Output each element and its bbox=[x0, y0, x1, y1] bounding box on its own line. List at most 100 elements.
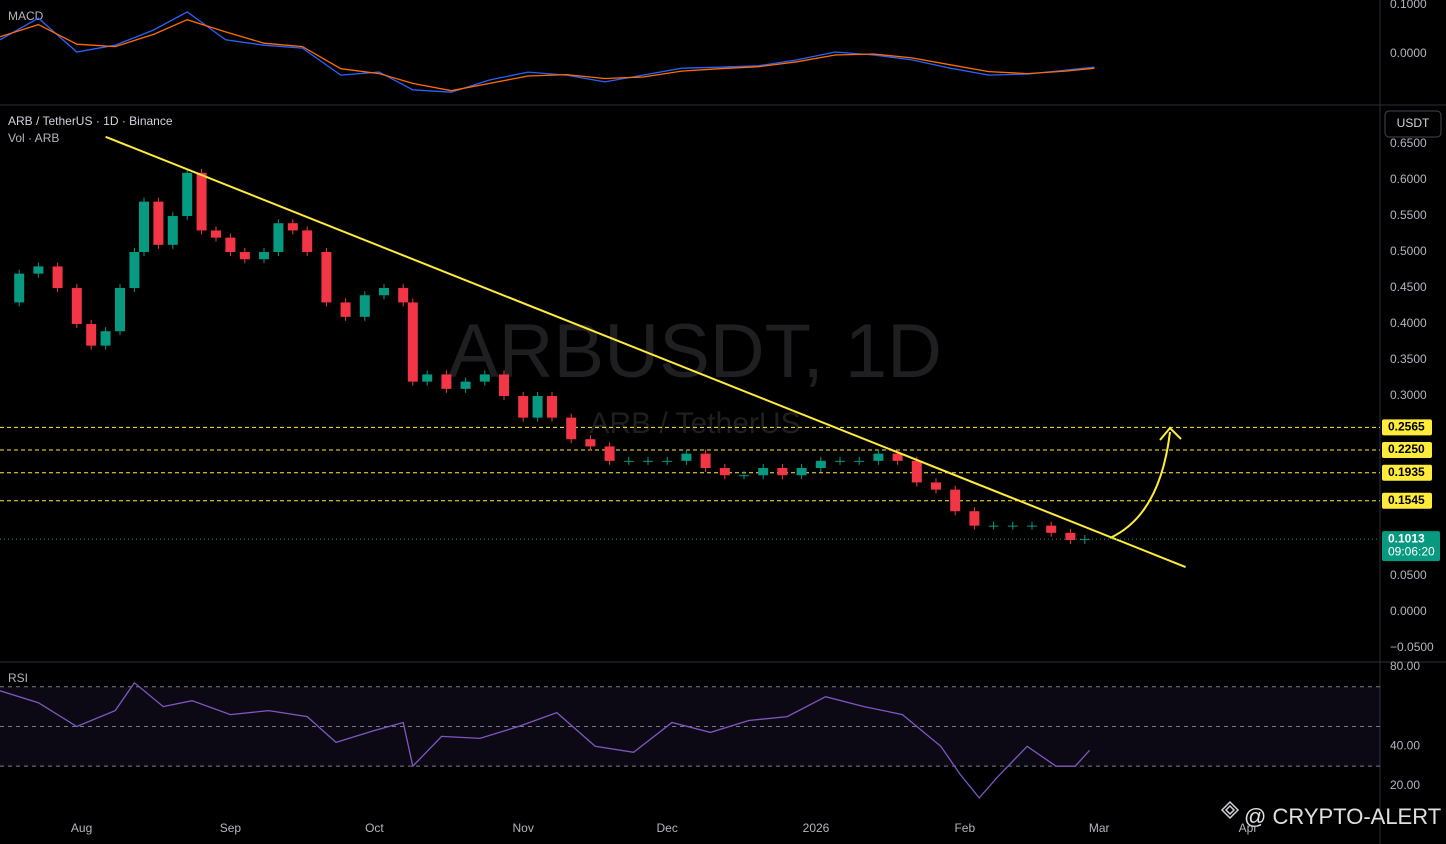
candle bbox=[623, 460, 634, 462]
y-tick-label: 20.00 bbox=[1390, 778, 1420, 792]
candle bbox=[115, 288, 125, 332]
series-line bbox=[0, 681, 1091, 799]
candle bbox=[911, 460, 922, 483]
x-tick-label: 2026 bbox=[803, 821, 830, 835]
candle bbox=[407, 302, 418, 382]
logo bbox=[1220, 800, 1240, 820]
y-tick-label: 40.00 bbox=[1390, 739, 1420, 753]
candle bbox=[604, 446, 615, 461]
x-tick-label: Mar bbox=[1089, 821, 1110, 835]
candle bbox=[969, 511, 980, 526]
last-price-box bbox=[1382, 531, 1440, 562]
candle bbox=[566, 417, 577, 440]
candle bbox=[359, 295, 370, 317]
x-tick-label: Feb bbox=[954, 821, 975, 835]
candle bbox=[873, 453, 884, 461]
y-tick-label: 0.6000 bbox=[1390, 172, 1427, 186]
candle bbox=[700, 453, 711, 469]
candle bbox=[796, 468, 807, 476]
x-tick-label: Oct bbox=[365, 821, 384, 835]
candle bbox=[167, 216, 178, 245]
candle bbox=[86, 324, 97, 346]
candle bbox=[460, 381, 471, 389]
candle bbox=[758, 468, 769, 476]
candle bbox=[1046, 525, 1057, 533]
y-tick-label: 0.1000 bbox=[1390, 0, 1427, 11]
last-price-label: 0.1013 bbox=[1388, 531, 1425, 545]
series-line bbox=[0, 19, 1095, 92]
candle bbox=[287, 223, 298, 231]
candle bbox=[139, 201, 149, 253]
candle bbox=[153, 201, 164, 245]
x-tick-label: Nov bbox=[513, 821, 534, 835]
candle bbox=[422, 374, 433, 382]
candle bbox=[585, 439, 596, 447]
candle bbox=[479, 374, 490, 382]
y-tick-label: 0.6500 bbox=[1390, 136, 1427, 150]
candle bbox=[815, 460, 826, 469]
candle bbox=[302, 230, 313, 253]
level-box bbox=[1382, 464, 1432, 481]
candle bbox=[1065, 532, 1076, 541]
candle bbox=[518, 396, 529, 418]
watermark-sub: ARB / TetherUS bbox=[589, 407, 800, 440]
x-tick-label: Apr bbox=[1239, 821, 1258, 835]
arrow-curve bbox=[1109, 431, 1171, 539]
series-line bbox=[0, 11, 1095, 93]
candle bbox=[71, 288, 82, 325]
level-label: 0.2250 bbox=[1388, 442, 1425, 456]
candle bbox=[182, 172, 193, 217]
candle bbox=[1007, 525, 1018, 527]
trendline bbox=[105, 135, 1186, 568]
candle bbox=[835, 460, 845, 462]
x-tick-label: Aug bbox=[71, 821, 92, 835]
candle bbox=[988, 525, 999, 527]
level-box bbox=[1382, 492, 1432, 509]
candle bbox=[379, 288, 389, 296]
y-tick-label: 80.00 bbox=[1390, 659, 1420, 673]
candle bbox=[719, 468, 730, 476]
countdown: 09:06:20 bbox=[1388, 544, 1435, 558]
y-tick-label: 0.0000 bbox=[1390, 46, 1427, 60]
candle bbox=[259, 252, 269, 260]
level-box bbox=[1382, 419, 1432, 436]
candle bbox=[777, 468, 788, 476]
level-box bbox=[1382, 442, 1432, 459]
candle bbox=[273, 223, 284, 253]
candle bbox=[547, 396, 557, 418]
y-tick-label: 0.4500 bbox=[1390, 280, 1427, 294]
currency[interactable]: USDT bbox=[1397, 116, 1430, 130]
watermark: ARBUSDT, 1D bbox=[448, 309, 942, 394]
y-tick-label: 0.0500 bbox=[1390, 568, 1427, 582]
level-label: 0.1935 bbox=[1388, 465, 1425, 479]
y-tick-label: 0.3000 bbox=[1390, 388, 1427, 402]
candle bbox=[211, 230, 221, 238]
currency-box[interactable] bbox=[1384, 110, 1442, 138]
x-tick-label: Dec bbox=[657, 821, 678, 835]
candle bbox=[398, 288, 409, 303]
candle bbox=[441, 374, 452, 389]
candle bbox=[1027, 525, 1037, 527]
y-tick-label: 0.0000 bbox=[1390, 604, 1427, 618]
candle bbox=[129, 252, 140, 289]
candle bbox=[196, 172, 207, 231]
level-label: 0.2565 bbox=[1388, 420, 1425, 434]
candle bbox=[52, 266, 63, 289]
candle bbox=[33, 266, 44, 274]
candle bbox=[643, 460, 653, 462]
credit: @ CRYPTO-ALERT bbox=[1244, 804, 1441, 829]
rsi-title: RSI bbox=[8, 671, 28, 685]
candle bbox=[950, 489, 961, 512]
candle bbox=[739, 475, 749, 477]
candle bbox=[225, 237, 236, 253]
candle bbox=[892, 453, 903, 461]
candle bbox=[931, 482, 941, 490]
macd-title: MACD bbox=[8, 9, 44, 23]
candle bbox=[662, 460, 673, 462]
candle bbox=[239, 252, 250, 260]
candle bbox=[532, 396, 543, 418]
y-tick-label: 0.3500 bbox=[1390, 352, 1427, 366]
candle bbox=[100, 331, 111, 346]
